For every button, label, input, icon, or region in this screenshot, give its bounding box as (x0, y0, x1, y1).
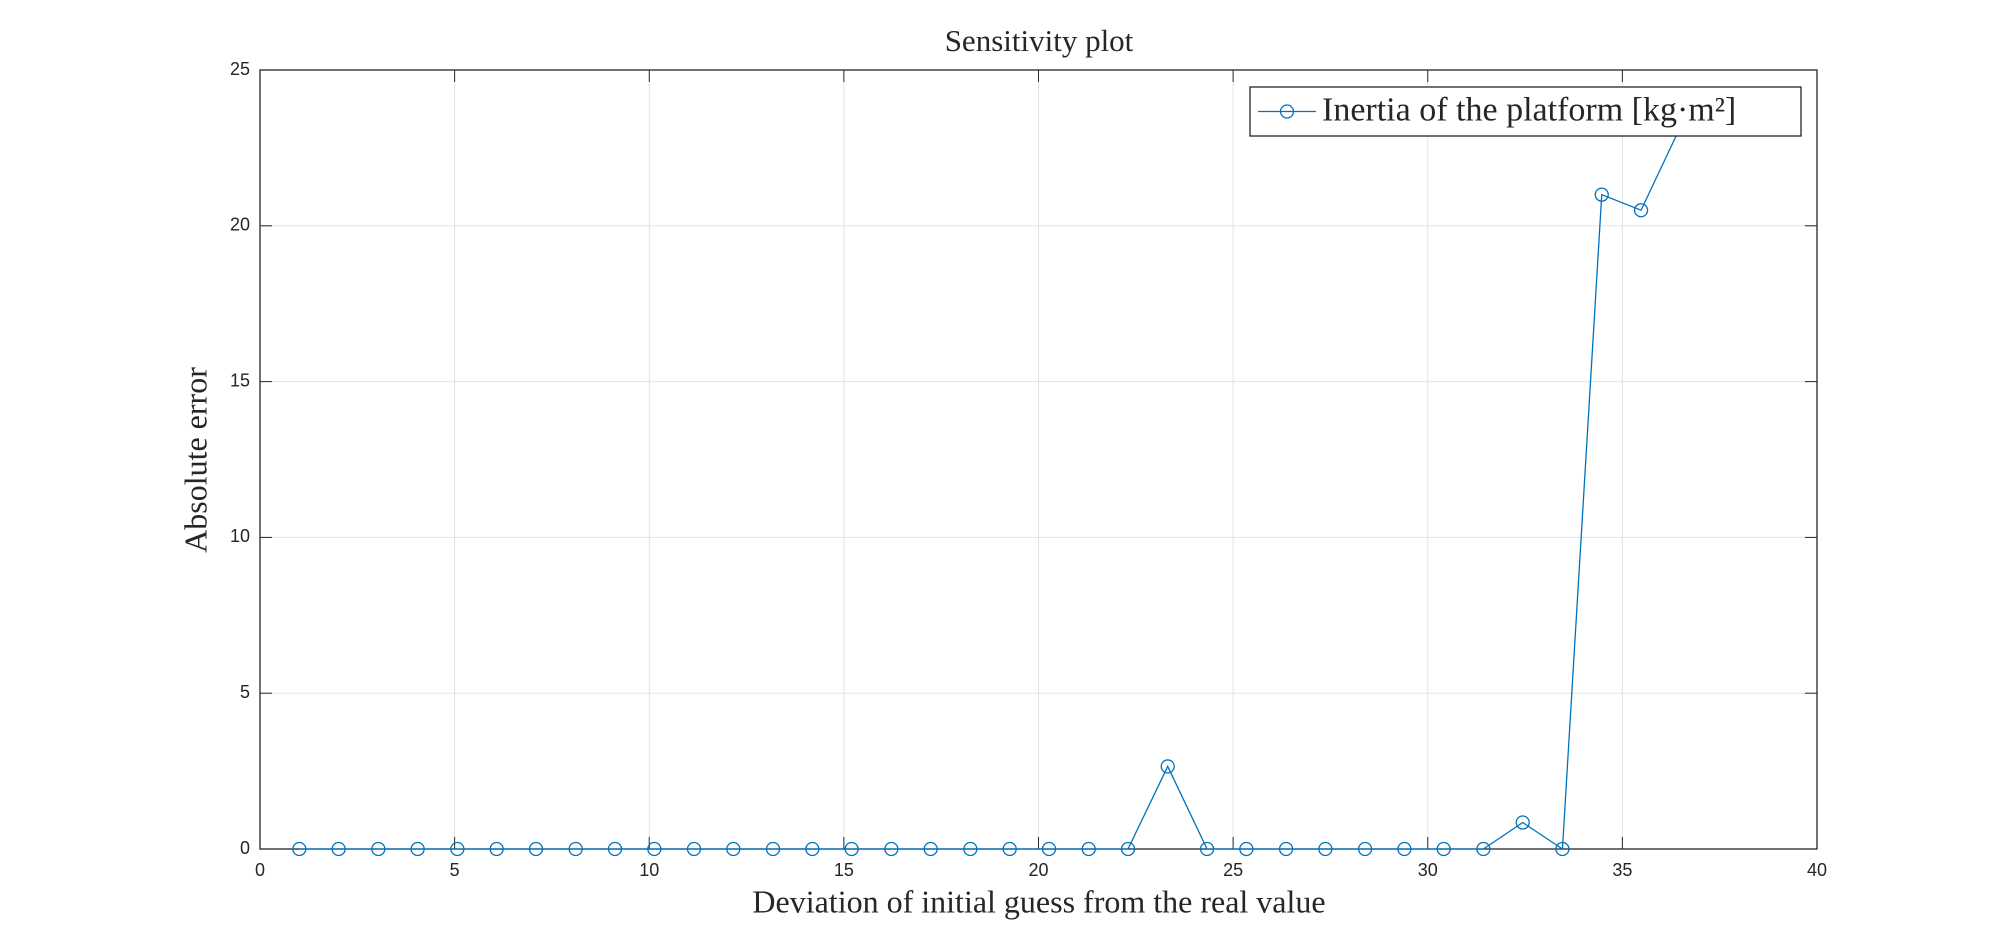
data-point (1594, 187, 1609, 202)
data-point (528, 841, 544, 857)
data-point (1120, 841, 1136, 857)
data-point (1041, 841, 1057, 857)
data-point (1397, 841, 1412, 857)
data-point (1357, 841, 1373, 857)
y-tick-label: 15 (230, 370, 250, 390)
data-point (1081, 841, 1096, 857)
data-point (963, 841, 978, 857)
legend-label: Inertia of the platform [kg·m²] (1322, 91, 1736, 128)
data-point (1239, 841, 1254, 857)
data-point (1555, 841, 1570, 857)
data-point (1002, 841, 1017, 857)
data-point (1318, 841, 1333, 857)
x-tick-label: 10 (639, 860, 659, 880)
data-point (726, 841, 741, 857)
data-point (884, 841, 899, 857)
x-tick-label: 5 (450, 860, 460, 880)
legend-marker (1279, 104, 1295, 119)
data-point (1515, 815, 1530, 830)
x-tick-label: 15 (834, 860, 854, 880)
data-point (371, 841, 386, 857)
data-point (410, 841, 425, 857)
x-tick-label: 30 (1418, 860, 1438, 880)
x-tick-label: 25 (1223, 860, 1243, 880)
data-point (607, 841, 623, 857)
x-tick-label: 20 (1028, 860, 1048, 880)
data-point (1278, 841, 1294, 857)
data-point (1199, 841, 1215, 857)
y-axis-label: Absolute error (177, 367, 213, 553)
data-point (647, 841, 662, 857)
y-tick-label: 10 (230, 526, 250, 546)
chart-title: Sensitivity plot (945, 23, 1134, 58)
data-point (765, 841, 781, 857)
data-point (844, 841, 859, 857)
data-point (292, 841, 307, 857)
x-tick-label: 40 (1807, 860, 1827, 880)
data-point (568, 841, 583, 857)
data-point (1436, 841, 1451, 857)
data-point (331, 841, 346, 857)
data-point (686, 841, 702, 857)
y-tick-label: 20 (230, 215, 250, 235)
data-point (1633, 203, 1649, 218)
data-point (1160, 759, 1175, 774)
y-tick-label: 5 (240, 682, 250, 702)
y-tick-label: 0 (240, 838, 250, 858)
data-point (1476, 841, 1491, 857)
y-tick-label: 25 (230, 59, 250, 79)
data-point (923, 841, 938, 857)
x-axis-label: Deviation of initial guess from the real… (752, 883, 1325, 919)
x-tick-label: 0 (255, 860, 265, 880)
legend-box (1249, 86, 1802, 137)
data-point (489, 841, 504, 857)
data-point (805, 841, 820, 857)
data-point (450, 841, 465, 857)
x-tick-label: 35 (1612, 860, 1632, 880)
